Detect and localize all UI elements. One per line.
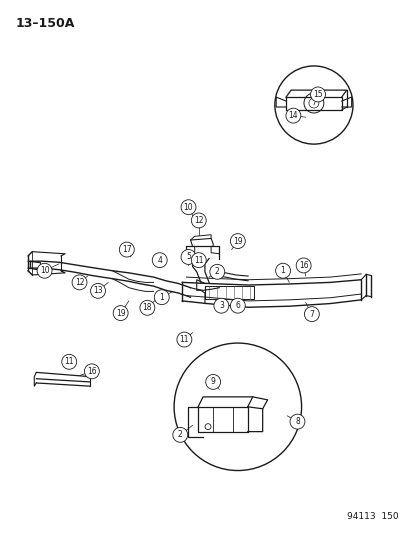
Circle shape [191, 253, 206, 268]
Text: 9: 9 [210, 377, 215, 386]
Text: 4: 4 [157, 256, 162, 265]
Circle shape [62, 354, 76, 369]
Circle shape [176, 332, 191, 347]
Circle shape [154, 290, 169, 305]
Circle shape [285, 108, 300, 123]
Text: 16: 16 [87, 367, 97, 376]
Circle shape [180, 200, 195, 215]
Text: 12: 12 [194, 216, 203, 225]
Circle shape [209, 264, 224, 279]
Text: 15: 15 [313, 90, 322, 99]
Text: 2: 2 [178, 430, 182, 439]
Circle shape [90, 284, 105, 298]
Text: 17: 17 [122, 245, 131, 254]
Text: 3: 3 [218, 301, 223, 310]
Text: 19: 19 [116, 309, 125, 318]
Circle shape [113, 305, 128, 320]
Circle shape [304, 306, 318, 321]
Text: 13–150A: 13–150A [15, 17, 74, 30]
Circle shape [191, 213, 206, 228]
Circle shape [37, 263, 52, 278]
Circle shape [275, 263, 290, 278]
Text: 13: 13 [93, 286, 102, 295]
Text: 14: 14 [288, 111, 297, 120]
Circle shape [119, 242, 134, 257]
Circle shape [310, 87, 325, 102]
Text: 1: 1 [280, 266, 285, 275]
Circle shape [230, 233, 244, 248]
Circle shape [214, 298, 228, 313]
Text: 10: 10 [40, 266, 49, 275]
Text: 7: 7 [309, 310, 313, 319]
Circle shape [174, 343, 301, 471]
Text: 2: 2 [214, 267, 219, 276]
Circle shape [180, 249, 195, 264]
Text: 10: 10 [183, 203, 193, 212]
Circle shape [72, 275, 87, 290]
Text: 12: 12 [75, 278, 84, 287]
Circle shape [205, 375, 220, 390]
Circle shape [140, 300, 154, 315]
Text: 1: 1 [159, 293, 164, 302]
Text: 16: 16 [298, 261, 308, 270]
Text: 94113  150: 94113 150 [346, 512, 398, 521]
Text: 11: 11 [179, 335, 189, 344]
Circle shape [274, 66, 352, 144]
Text: 6: 6 [235, 301, 240, 310]
Text: 8: 8 [294, 417, 299, 426]
Circle shape [152, 253, 167, 268]
Circle shape [84, 364, 99, 379]
Circle shape [230, 298, 244, 313]
Circle shape [295, 258, 310, 273]
Text: 5: 5 [185, 253, 190, 262]
Text: 11: 11 [194, 256, 203, 265]
Text: 18: 18 [142, 303, 152, 312]
Circle shape [290, 414, 304, 429]
Circle shape [172, 427, 187, 442]
Text: 19: 19 [233, 237, 242, 246]
Text: 11: 11 [64, 357, 74, 366]
